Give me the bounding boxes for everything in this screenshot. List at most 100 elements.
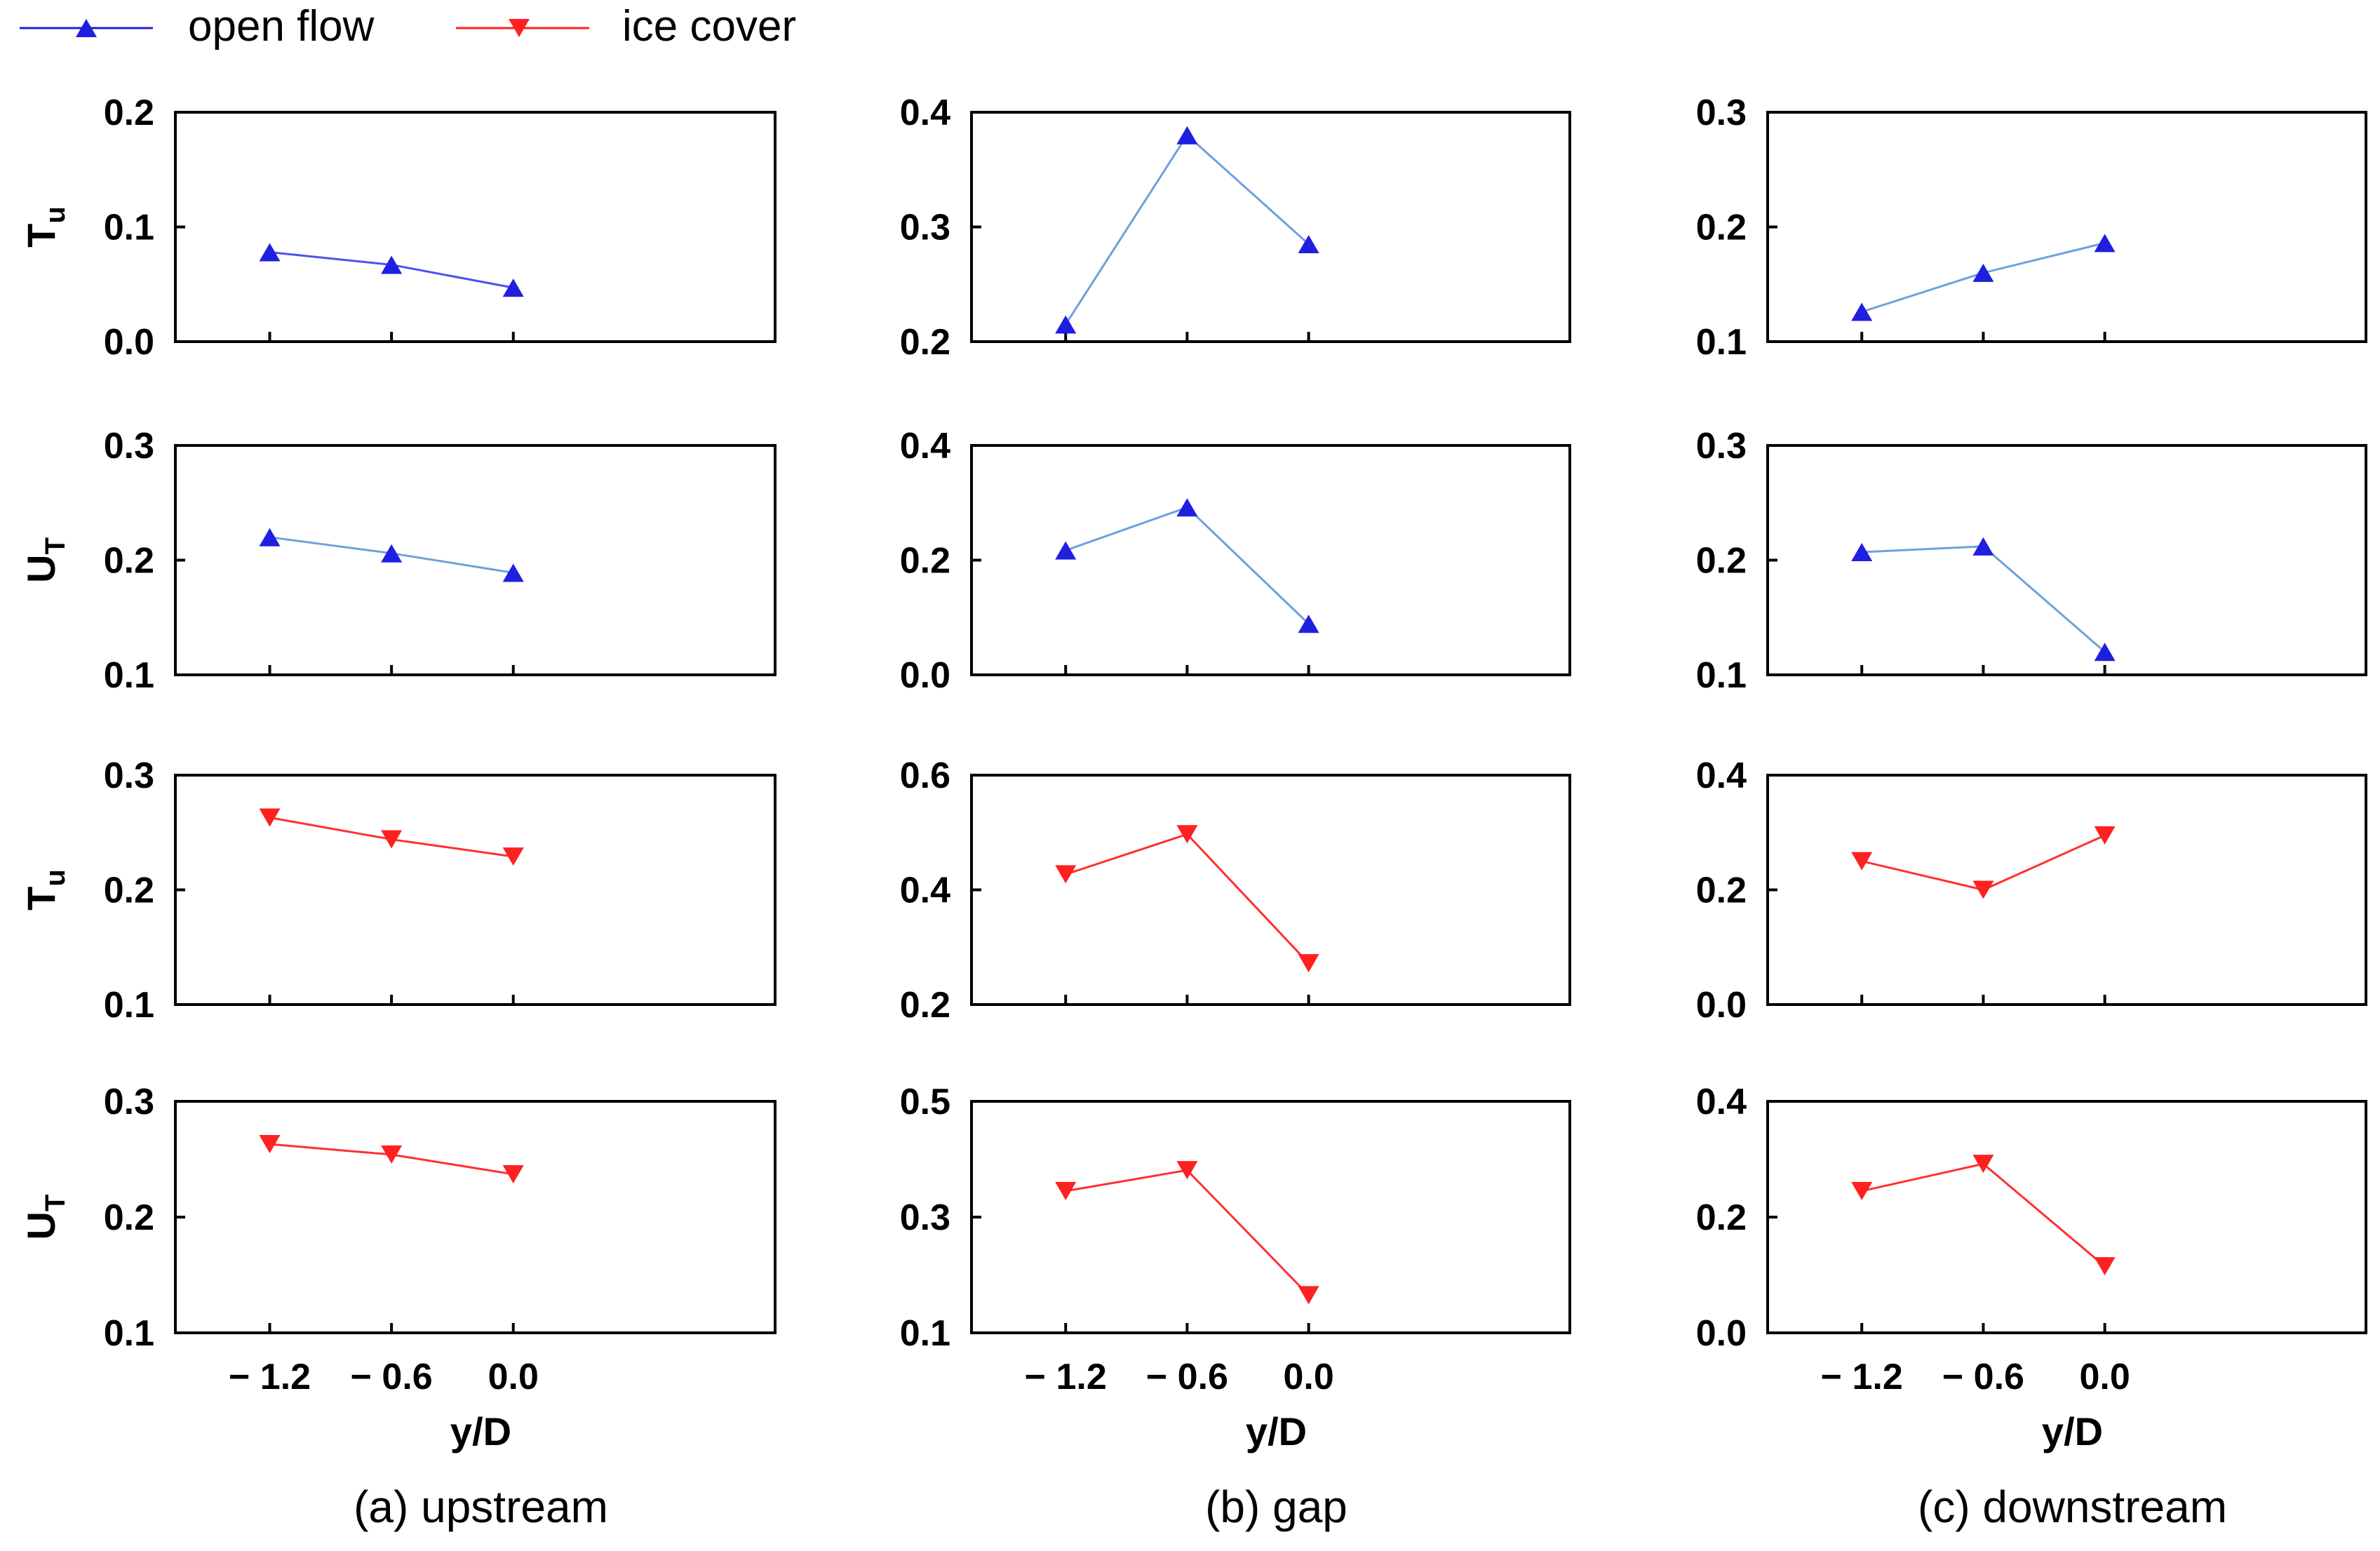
y-tick-label: 0.1 <box>1696 655 1747 696</box>
y-tick-label: 0.5 <box>900 1082 950 1122</box>
y-axis-label-row1: Tu <box>19 206 71 248</box>
panel-a-upstream-row3: 0.1 0.2 0.3 <box>104 756 776 1026</box>
y-tick-label: 0.2 <box>104 93 154 133</box>
y-tick-label: 0.1 <box>104 208 154 248</box>
y-tick-label: 0.2 <box>1696 871 1747 911</box>
data-point-ice-cover <box>1972 880 1994 899</box>
y-tick-label: 0.3 <box>900 208 950 248</box>
y-tick-label: 0.2 <box>900 985 950 1026</box>
y-axis-label-row3: Tu <box>19 869 71 911</box>
y-axis-label-subscript: u <box>40 869 71 886</box>
y-tick-label: 0.4 <box>900 426 950 466</box>
y-tick-label: 0.2 <box>900 541 950 582</box>
y-tick-label: 0.0 <box>1696 1313 1747 1354</box>
y-tick-label: 0.1 <box>104 655 154 696</box>
x-tick-label: − 0.6 <box>351 1357 433 1397</box>
panel-b-gap-row1: 0.2 0.3 0.4 <box>900 93 1571 363</box>
y-tick-label: 0.3 <box>104 1082 154 1122</box>
data-point-open-flow <box>1851 302 1873 321</box>
x-tick-label: − 0.6 <box>1146 1357 1228 1397</box>
panel-c-downstream-row2: 0.1 0.2 0.3 <box>1696 426 2367 696</box>
captions: (a) upstream (b) gap (c) downstream <box>354 1482 2227 1532</box>
x-tick-label: − 1.2 <box>1821 1357 1903 1397</box>
plot-frame <box>970 1100 1571 1334</box>
data-point-ice-cover <box>381 1145 403 1164</box>
legend-label-open-flow: open flow <box>188 2 375 51</box>
data-point-open-flow <box>1055 315 1077 334</box>
y-tick-label: 0.2 <box>1696 541 1747 582</box>
data-point-open-flow <box>259 528 281 546</box>
y-tick-label: 0.2 <box>104 541 154 582</box>
panel-a-upstream-row1: 0.0 0.1 0.2 <box>104 93 776 363</box>
data-point-open-flow <box>1972 537 1994 556</box>
y-tick-label: 0.1 <box>104 985 154 1026</box>
data-point-ice-cover <box>1851 852 1873 871</box>
series-line-open-flow <box>1065 506 1310 625</box>
x-axis-label: y/D <box>2042 1409 2103 1453</box>
y-tick-label: 0.0 <box>900 655 950 696</box>
data-point-open-flow <box>381 544 403 563</box>
y-axis-label-main: T <box>19 887 63 911</box>
data-point-open-flow <box>2094 234 2116 253</box>
data-point-open-flow <box>1176 498 1198 517</box>
data-point-open-flow <box>502 278 524 297</box>
y-axis-label-subscript: T <box>40 537 71 554</box>
y-tick-label: 0.3 <box>104 426 154 466</box>
y-tick-label: 0.3 <box>900 1197 950 1238</box>
x-tick-label: − 1.2 <box>1025 1357 1107 1397</box>
data-point-ice-cover <box>1972 1155 1994 1174</box>
plot-frame <box>1766 1100 2367 1334</box>
panel-c-downstream-row1: 0.1 0.2 0.3 <box>1696 93 2367 363</box>
y-tick-label: 0.0 <box>1696 985 1747 1026</box>
series-line-ice-cover <box>1065 1169 1310 1296</box>
y-tick-label: 0.2 <box>1696 1197 1747 1238</box>
data-point-ice-cover <box>1176 825 1198 844</box>
plot-frame <box>1766 774 2367 1006</box>
y-axis-label-subscript: u <box>40 206 71 223</box>
y-tick-label: 0.2 <box>104 871 154 911</box>
plot-frame <box>970 444 1571 676</box>
data-point-open-flow <box>1176 126 1198 145</box>
legend-marker-open-flow <box>76 19 97 37</box>
data-point-open-flow <box>1298 235 1319 254</box>
legend-entry-open-flow: open flow <box>20 2 375 51</box>
y-axis-label-main: T <box>19 224 63 248</box>
y-tick-label: 0.2 <box>1696 208 1747 248</box>
y-axis-label-row4: UT <box>19 1195 71 1240</box>
data-point-ice-cover <box>1851 1181 1873 1200</box>
y-tick-label: 0.2 <box>104 1197 154 1238</box>
data-point-ice-cover <box>2094 826 2116 845</box>
x-tick-label: − 0.6 <box>1942 1357 2024 1397</box>
x-tick-label: 0.0 <box>2079 1357 2130 1397</box>
panel-b-gap-row4: 0.1 0.3 0.5 − 1.2 − 0.6 0.0 <box>900 1082 1571 1397</box>
y-axis-label-main: U <box>19 554 63 582</box>
legend-label-ice-cover: ice cover <box>622 2 796 51</box>
y-tick-label: 0.3 <box>1696 426 1747 466</box>
data-point-open-flow <box>1055 541 1077 560</box>
y-tick-label: 0.2 <box>900 322 950 363</box>
y-tick-label: 0.1 <box>900 1313 950 1354</box>
legend-entry-ice-cover: ice cover <box>456 2 796 51</box>
data-point-ice-cover <box>1298 1286 1319 1305</box>
data-point-ice-cover <box>1055 1181 1077 1200</box>
caption-b-gap: (b) gap <box>1205 1482 1347 1532</box>
data-point-open-flow <box>259 243 281 262</box>
data-point-ice-cover <box>1176 1161 1198 1180</box>
data-point-ice-cover <box>502 1164 524 1183</box>
plot-frame <box>1766 111 2367 343</box>
data-point-open-flow <box>1851 543 1873 562</box>
x-tick-label: 0.0 <box>1283 1357 1333 1397</box>
legend-marker-ice-cover <box>509 19 530 37</box>
data-point-ice-cover <box>381 830 403 849</box>
data-point-open-flow <box>2094 643 2116 662</box>
data-point-open-flow <box>381 255 403 274</box>
data-point-ice-cover <box>502 847 524 866</box>
data-point-ice-cover <box>1298 954 1319 973</box>
y-tick-label: 0.3 <box>104 756 154 796</box>
y-axis-label-main: U <box>19 1211 63 1240</box>
y-tick-label: 0.1 <box>104 1313 154 1354</box>
series-line-ice-cover <box>1861 1162 2106 1268</box>
series-line-open-flow <box>1862 545 2106 653</box>
panel-c-downstream-row4: 0.0 0.2 0.4 − 1.2 − 0.6 0.0 <box>1696 1082 2367 1397</box>
